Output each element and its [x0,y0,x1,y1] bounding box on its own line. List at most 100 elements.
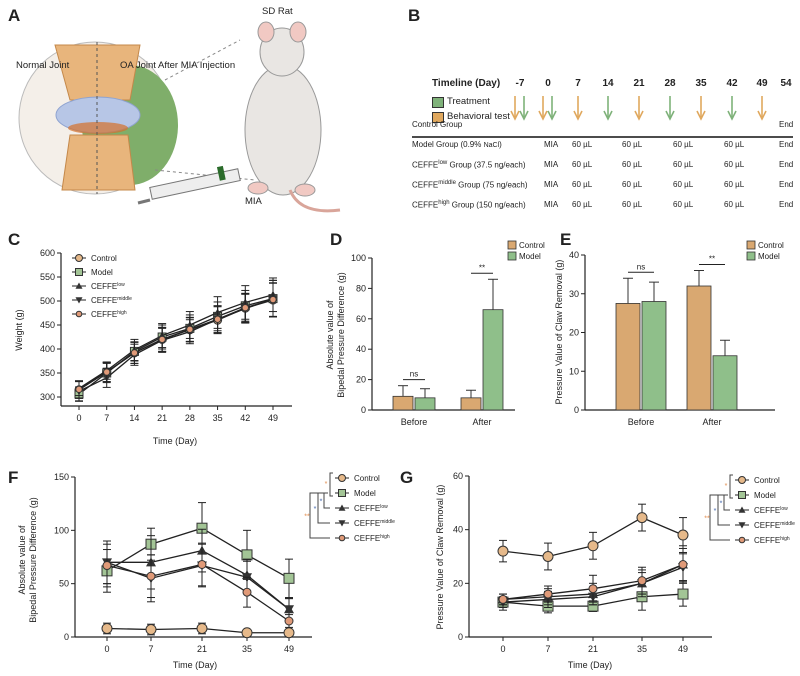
x-tick-label: 28 [185,413,195,423]
y-tick-label: 550 [40,272,55,282]
significance-asterisk: * [714,508,717,515]
group-schedule-cell: 60 µL [724,160,745,169]
group-schedule-cell: MIA [544,200,559,209]
x-tick-label: 0 [104,644,109,654]
x-tick-label: 0 [500,644,505,654]
group-schedule-cell: MIA [544,140,559,149]
legend-label: CEFFElow [91,282,125,291]
legend-label: Model [91,268,113,277]
group-schedule-cell: 60 µL [724,180,745,189]
x-tick-label: 42 [240,413,250,423]
timeline-day-label: 35 [695,78,707,89]
bar [641,301,667,411]
triangle-up-marker [738,506,746,513]
treatment-arrow-icon [665,110,675,121]
small-circle-marker [338,534,346,542]
treatment-arrow-icon [547,110,557,121]
y-axis-title: Weight (g) [14,309,24,350]
legend-label: CEFFElow [754,506,788,515]
y-tick-label: 20 [453,578,463,588]
legend-superscript: low [117,282,125,288]
y-tick-label: 0 [361,405,366,415]
small-circle-marker [678,560,688,570]
square-marker [677,588,689,600]
panel-label-c: C [8,230,21,249]
y-axis-title: Bipedal Pressure Difference (g) [28,497,38,622]
small-circle-marker [158,335,166,344]
panel-label-a: A [8,6,21,25]
legend-label: CEFFEmiddle [354,519,395,528]
group-end-label: End [779,140,794,149]
legend-label: Model [354,489,376,498]
group-end-label: End [779,180,794,189]
legend-superscript: middle [780,521,795,527]
x-tick-label: 21 [157,413,167,423]
x-tick-label: 21 [588,644,598,654]
timeline-day-label: 0 [545,78,551,89]
significance-asterisk: * [320,499,323,506]
group-end-label: End [779,160,794,169]
group-schedule-cell: 60 µL [673,140,694,149]
small-circle-marker [269,295,277,304]
significance-asterisk: * [314,506,317,513]
legend-label: Model [758,252,780,261]
small-circle-marker [588,584,598,594]
treatment-arrow-icon [519,110,529,121]
significance-bracket [323,492,330,509]
circle-marker [75,254,83,262]
small-circle-marker [242,587,252,597]
significance-asterisk: ** [704,516,710,523]
group-label-small: NaCl [483,142,500,149]
group-end-label: End [779,200,794,209]
y-tick-label: 0 [64,632,69,642]
small-circle-marker [197,559,207,569]
legend-swatch [746,240,756,250]
y-axis-title: Pressure Value of Claw Removal (g) [435,485,445,630]
group-label: CEFFElow Group (37.5 ng/each) [412,160,526,170]
group-schedule-cell: 60 µL [572,180,593,189]
significance-bracket [709,494,730,541]
bar [414,397,436,411]
x-tick-label: 35 [637,644,647,654]
y-axis-title: Bipedal Pressure Difference (g) [336,272,346,397]
legend-label: Control [91,254,117,263]
bar [686,285,712,411]
rat-illustration [244,21,341,213]
timeline-title: Timeline (Day) [432,78,501,89]
syringe-illustration [137,165,241,205]
group-schedule-cell: 60 µL [572,200,593,209]
y-tick-label: 450 [40,320,55,330]
legend-swatch [507,251,517,261]
legend-label: Control [519,241,545,250]
y-tick-label: 60 [356,314,366,324]
x-category-label: Before [401,417,428,427]
bar [460,397,482,411]
small-circle-marker [75,310,83,318]
x-axis-title: Time (Day) [173,660,217,670]
triangle-down-marker [338,520,346,527]
small-circle-marker [75,385,83,394]
group-label-superscript: low [438,160,448,166]
group-schedule-cell: MIA [544,160,559,169]
legend-superscript: low [780,506,788,512]
knee-joint-illustration [18,39,256,195]
timeline-day-label: 14 [602,78,614,89]
y-tick-label: 100 [351,253,366,263]
y-tick-label: 40 [569,250,579,260]
small-circle-marker [102,561,112,571]
circle-marker [587,540,599,552]
significance-asterisk: * [725,483,728,490]
group-label: CEFFEhigh Group (150 ng/each) [412,200,526,210]
group-end-label: End [779,120,794,129]
group-schedule-cell: 60 µL [622,180,643,189]
significance-annotation: ** [709,255,715,264]
x-tick-label: 49 [268,413,278,423]
y-tick-label: 600 [40,248,55,258]
circle-marker [738,476,746,484]
behavioral-test-arrow-icon [538,110,548,121]
panel-label-g: G [400,468,414,487]
triangle-down-marker [75,297,83,304]
square-marker [75,268,83,276]
timeline-day-label: 7 [575,78,581,89]
triangle-up-marker [75,282,83,289]
